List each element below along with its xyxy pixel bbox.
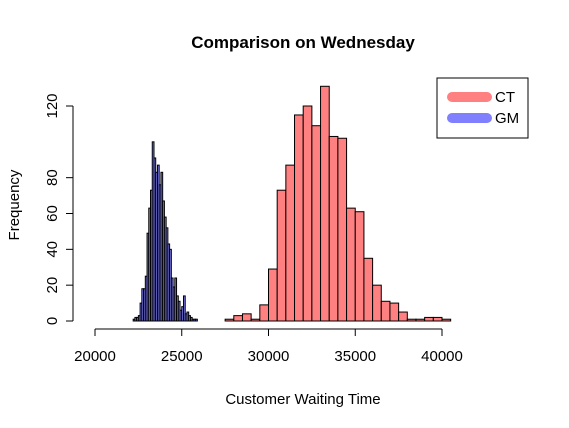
- ct-bar: [380, 300, 391, 322]
- x-tick-label: 30000: [248, 348, 290, 365]
- ct-bar: [241, 313, 252, 322]
- ct-bars: [224, 85, 452, 322]
- x-tick-label: 20000: [74, 348, 116, 365]
- legend-box: [436, 77, 529, 139]
- ct-bar: [328, 135, 339, 322]
- legend-label-ct: CT: [495, 89, 515, 106]
- y-axis-label: Frequency: [6, 169, 23, 240]
- y-axis: 0 20 40 60 80 120: [44, 93, 74, 325]
- ct-bar: [424, 316, 434, 322]
- x-tick-label: 35000: [334, 348, 376, 365]
- x-axis-label: Customer Waiting Time: [225, 391, 380, 408]
- chart-title: Comparison on Wednesday: [191, 33, 415, 52]
- y-tick-label: 120: [44, 93, 61, 118]
- ct-bar: [346, 207, 356, 322]
- y-tick-label: 0: [44, 317, 61, 325]
- ct-bar: [432, 316, 443, 322]
- ct-bar: [406, 318, 417, 322]
- ct-bar: [302, 105, 313, 322]
- ct-bar: [320, 85, 330, 322]
- gm-bar: [182, 295, 186, 322]
- y-tick-label: 80: [44, 169, 61, 186]
- ct-bar: [233, 315, 243, 322]
- ct-bar: [389, 302, 400, 322]
- y-tick-label: 60: [44, 205, 61, 222]
- ct-bar: [259, 304, 270, 322]
- ct-bar: [224, 318, 235, 322]
- legend-label-gm: GM: [495, 110, 519, 127]
- legend: CT GM: [436, 77, 529, 139]
- y-tick-label: 40: [44, 241, 61, 258]
- ct-bar: [363, 257, 374, 322]
- x-axis: 20000 25000 30000 35000 40000: [74, 328, 463, 365]
- ct-bar: [294, 114, 304, 322]
- gm-bar: [195, 318, 198, 322]
- ct-bar: [311, 125, 322, 322]
- x-tick-label: 25000: [161, 348, 203, 365]
- x-tick-label: 40000: [421, 348, 463, 365]
- ct-bar: [268, 268, 278, 322]
- ct-bar: [285, 164, 296, 322]
- ct-bar: [415, 318, 426, 322]
- gm-bars: [132, 141, 198, 322]
- ct-bar: [354, 211, 365, 322]
- ct-bar: [276, 189, 287, 322]
- ct-bar: [337, 137, 348, 322]
- ct-bar: [372, 284, 382, 322]
- ct-bar: [441, 318, 452, 322]
- ct-bar: [398, 311, 408, 322]
- y-tick-label: 20: [44, 277, 61, 294]
- ct-bar: [250, 318, 261, 322]
